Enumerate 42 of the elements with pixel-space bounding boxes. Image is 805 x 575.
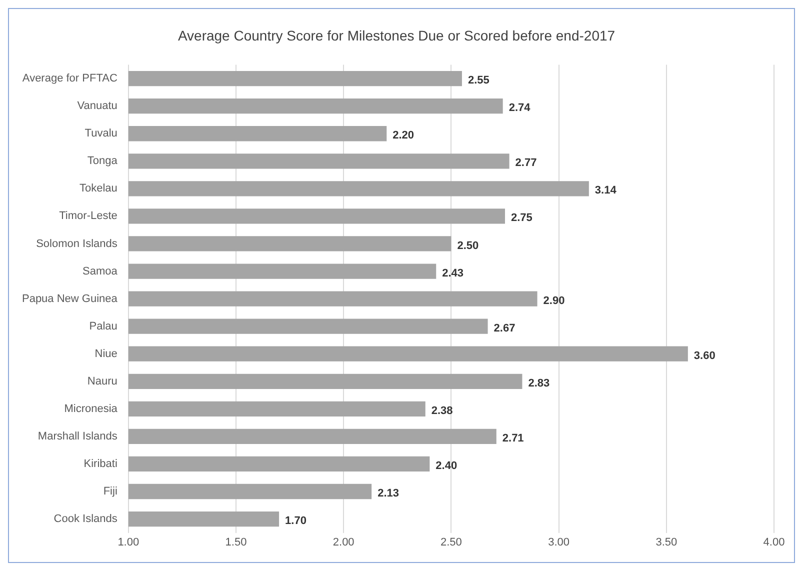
data-label: 2.55 <box>468 74 490 87</box>
x-tick-label: 3.50 <box>656 536 678 548</box>
y-tick-label: Tonga <box>87 155 118 168</box>
y-tick-label: Tokelau <box>79 182 118 195</box>
y-tick-label: Palau <box>89 320 118 332</box>
data-label: 2.74 <box>508 102 532 114</box>
data-label: 3.14 <box>594 184 618 197</box>
y-tick-label: Vanuatu <box>77 100 118 112</box>
y-tick-label: Marshall Islands <box>38 430 118 442</box>
data-label: 2.40 <box>436 460 458 472</box>
y-tick-label: Papua New Guinea <box>22 292 118 305</box>
data-label: 3.60 <box>694 350 716 362</box>
x-tick-label: 1.00 <box>118 536 140 548</box>
data-label: 2.43 <box>442 267 464 280</box>
data-label: 2.90 <box>543 294 565 307</box>
x-tick-label: 1.50 <box>225 536 247 548</box>
x-tick-label: 3.00 <box>548 536 570 548</box>
x-tick-label: 4.00 <box>763 536 785 548</box>
y-tick-label: Nauru <box>87 375 118 388</box>
y-tick-label: Cook Islands <box>54 513 118 526</box>
data-label: 2.67 <box>494 322 516 334</box>
y-tick-label: Tuvalu <box>84 128 118 140</box>
y-tick-label: Kiribati <box>84 458 118 470</box>
data-label: 2.75 <box>511 212 532 224</box>
y-tick-label: Fiji <box>103 486 118 498</box>
data-label: 2.38 <box>431 404 453 417</box>
data-label: 2.77 <box>515 157 537 170</box>
data-label: 2.50 <box>457 240 479 252</box>
x-tick-label: 2.00 <box>332 536 354 548</box>
y-tick-label: Niue <box>94 348 118 360</box>
data-label: 2.83 <box>528 377 550 390</box>
data-label: 2.71 <box>502 432 524 444</box>
y-tick-label: Timor-Leste <box>59 210 118 222</box>
x-tick-label: 2.50 <box>440 536 462 548</box>
y-tick-label: Samoa <box>82 265 118 278</box>
data-label: 2.13 <box>378 488 399 500</box>
y-tick-label: Micronesia <box>64 402 118 415</box>
y-tick-label: Average for PFTAC <box>22 72 118 85</box>
y-tick-label: Solomon Islands <box>36 238 118 250</box>
data-label: 1.70 <box>285 515 306 528</box>
data-label: 2.20 <box>392 130 414 142</box>
chart-title: Average Country Score for Milestones Due or Scored before end-2017 <box>178 27 616 44</box>
